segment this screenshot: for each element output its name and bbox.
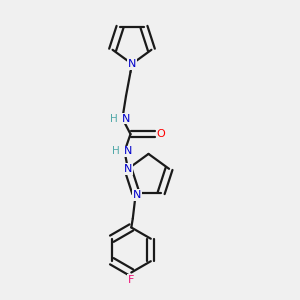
- Text: F: F: [128, 275, 134, 285]
- Text: H: H: [112, 146, 120, 157]
- Text: N: N: [133, 190, 142, 200]
- Text: H: H: [110, 113, 118, 124]
- Text: N: N: [124, 146, 132, 157]
- Text: N: N: [122, 113, 130, 124]
- Text: O: O: [157, 129, 166, 139]
- Text: N: N: [128, 59, 136, 69]
- Text: N: N: [124, 164, 132, 174]
